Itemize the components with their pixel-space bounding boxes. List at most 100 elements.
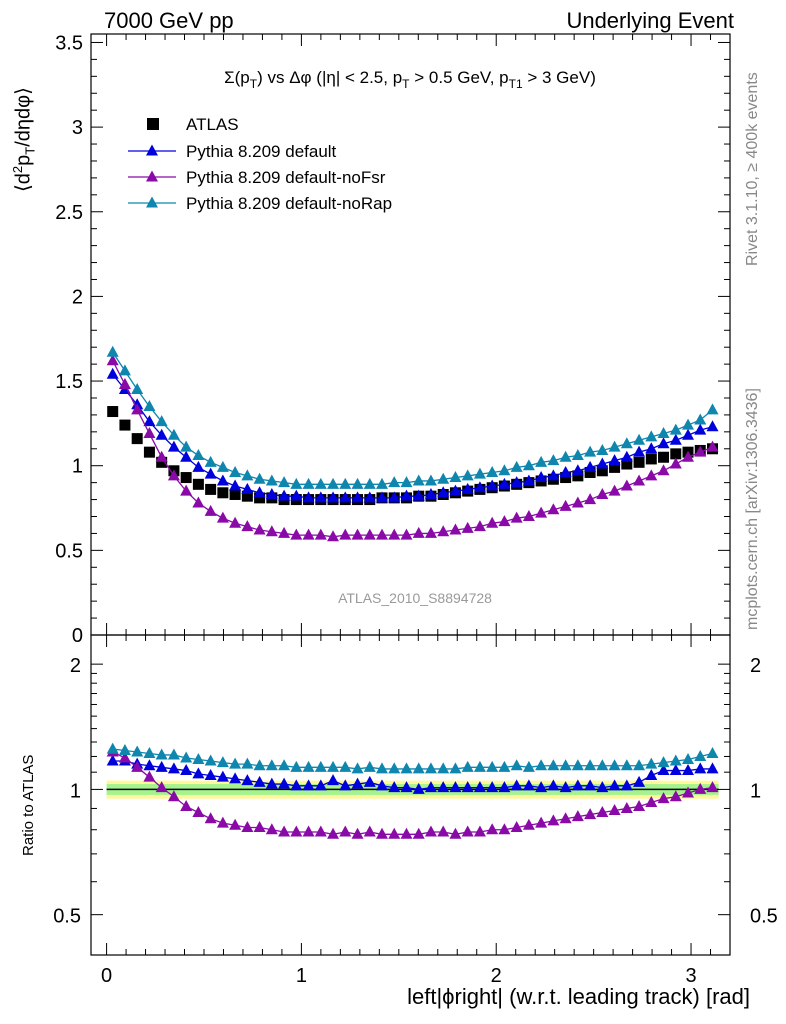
ratio-point-norap <box>547 759 560 771</box>
main-point-norap <box>535 455 548 467</box>
ratio-point-norap <box>155 748 168 760</box>
ratio-point-nofsr <box>694 782 707 794</box>
main-point-nofsr <box>682 450 695 462</box>
main-point-nofsr <box>473 520 486 532</box>
ratio-point-default <box>694 762 707 774</box>
ratio-point-norap <box>278 759 291 771</box>
main-point-nofsr <box>571 496 584 508</box>
main-point-nofsr <box>620 479 633 491</box>
main-point-nofsr <box>253 523 266 535</box>
main-point-atlas <box>621 458 633 470</box>
ratio-point-default <box>375 779 388 791</box>
legend-label-default: Pythia 8.209 default <box>186 142 337 161</box>
ratio-point-nofsr <box>327 827 340 839</box>
ratio-point-nofsr <box>584 808 597 820</box>
ratio-point-nofsr <box>547 814 560 826</box>
ratio-point-default <box>669 764 682 776</box>
ratio-y-tick-label: 2 <box>70 655 81 677</box>
ratio-point-nofsr <box>241 820 254 832</box>
main-point-nofsr <box>633 474 646 486</box>
analysis-id-label: ATLAS_2010_S8894728 <box>338 590 492 606</box>
ratio-point-norap <box>535 759 548 771</box>
main-point-norap <box>645 430 658 442</box>
ratio-point-norap <box>143 746 156 758</box>
ratio-y-tick-label: 0.5 <box>53 906 81 928</box>
main-point-atlas <box>241 490 253 502</box>
main-point-nofsr <box>412 526 425 538</box>
main-point-default <box>229 479 242 491</box>
ratio-point-default <box>216 770 229 782</box>
main-point-atlas <box>180 472 192 484</box>
ratio-point-norap <box>522 760 535 772</box>
ratio-y-tick-label-right: 1 <box>750 780 761 802</box>
ratio-point-nofsr <box>375 827 388 839</box>
main-point-nofsr <box>363 528 376 540</box>
ratio-point-default <box>584 779 597 791</box>
ratio-point-norap <box>290 760 303 772</box>
main-point-atlas <box>143 446 155 458</box>
main-point-default <box>706 420 719 432</box>
ratio-point-norap <box>106 742 119 754</box>
main-point-default <box>143 415 156 427</box>
main-point-norap <box>278 476 291 488</box>
ratio-point-norap <box>180 751 193 763</box>
main-point-nofsr <box>106 354 119 366</box>
ratio-point-default <box>204 769 217 781</box>
ratio-point-norap <box>302 760 315 772</box>
ratio-point-nofsr <box>657 792 670 804</box>
main-point-nofsr <box>424 526 437 538</box>
ratio-plot-frame <box>90 634 731 956</box>
main-point-nofsr <box>559 499 572 511</box>
ratio-point-default <box>192 767 205 779</box>
ratio-point-nofsr <box>192 806 205 818</box>
main-point-norap <box>437 472 450 484</box>
main-point-atlas <box>596 465 608 477</box>
main-point-norap <box>265 474 278 486</box>
legend-marker-nofsr <box>146 170 158 182</box>
main-point-norap <box>596 443 609 455</box>
main-point-norap <box>388 476 401 488</box>
main-point-nofsr <box>486 516 499 528</box>
main-point-nofsr <box>522 509 535 521</box>
ratio-point-default <box>412 782 425 794</box>
main-point-default <box>559 465 572 477</box>
ratio-point-nofsr <box>522 818 535 830</box>
main-point-nofsr <box>584 493 597 505</box>
ratio-point-nofsr <box>461 825 474 837</box>
main-point-norap <box>510 460 523 472</box>
ratio-point-norap <box>461 760 474 772</box>
main-point-norap <box>216 460 229 472</box>
ratio-point-nofsr <box>498 823 511 835</box>
ratio-point-norap <box>449 762 462 774</box>
ratio-point-norap <box>706 746 719 758</box>
ratio-point-default <box>522 779 535 791</box>
main-point-default <box>584 460 597 472</box>
ratio-point-norap <box>657 756 670 768</box>
main-point-default <box>694 423 707 435</box>
main-point-default <box>547 469 560 481</box>
ratio-point-nofsr <box>706 781 719 793</box>
main-point-norap <box>449 471 462 483</box>
main-point-nofsr <box>278 526 291 538</box>
main-point-nofsr <box>608 484 621 496</box>
ratio-point-norap <box>167 748 180 760</box>
ratio-point-default <box>290 779 303 791</box>
ratio-point-default <box>620 779 633 791</box>
ratio-point-nofsr <box>180 799 193 811</box>
main-point-norap <box>167 428 180 440</box>
main-point-default <box>657 437 670 449</box>
main-point-norap <box>473 467 486 479</box>
main-point-default <box>437 486 450 498</box>
main-point-default <box>461 482 474 494</box>
ratio-point-default <box>559 781 572 793</box>
main-point-nofsr <box>327 530 340 542</box>
ratio-point-nofsr <box>265 823 278 835</box>
ratio-point-default <box>351 777 364 789</box>
main-point-norap <box>192 449 205 461</box>
main-point-default <box>155 428 168 440</box>
main-point-default <box>486 479 499 491</box>
ratio-point-norap <box>694 749 707 761</box>
main-point-atlas <box>131 433 143 445</box>
main-point-norap <box>118 364 131 376</box>
ratio-point-nofsr <box>143 770 156 782</box>
